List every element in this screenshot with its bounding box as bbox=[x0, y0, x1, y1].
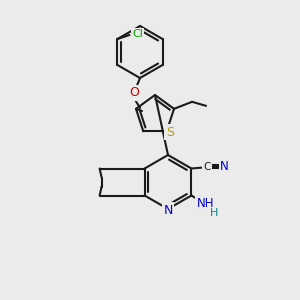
Text: S: S bbox=[166, 126, 174, 139]
Text: Cl: Cl bbox=[132, 29, 143, 39]
Text: NH: NH bbox=[196, 197, 214, 210]
Text: O: O bbox=[129, 86, 139, 100]
Text: C: C bbox=[204, 161, 211, 172]
Text: N: N bbox=[163, 203, 173, 217]
Text: N: N bbox=[220, 160, 229, 173]
Text: H: H bbox=[210, 208, 219, 218]
